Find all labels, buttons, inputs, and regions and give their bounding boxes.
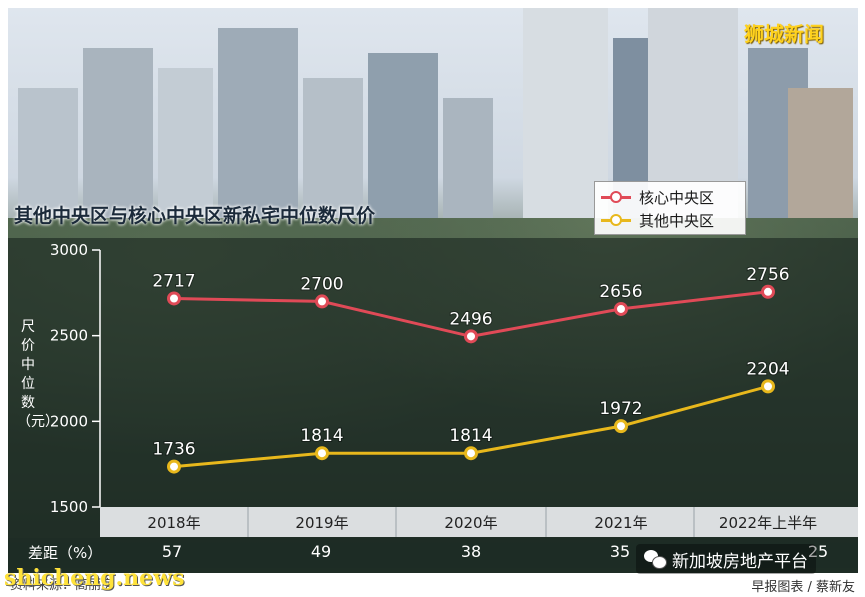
data-point <box>614 301 628 316</box>
wechat-icon <box>644 550 667 569</box>
difference-value: 35 <box>609 542 631 561</box>
building-shape <box>158 68 213 238</box>
difference-value: 38 <box>460 542 482 561</box>
wechat-account-name: 新加坡房地产平台 <box>672 551 808 572</box>
legend-label-other: 其他中央区 <box>639 211 715 230</box>
credit-note: 早报图表 / 蔡新友 <box>751 580 855 595</box>
building-shape <box>218 28 298 238</box>
x-tick-label: 2018年 <box>147 514 200 532</box>
source-note: 资料来源：高丽房 <box>10 578 115 593</box>
building-shape <box>18 88 78 238</box>
difference-label: 差距（%） <box>28 544 103 562</box>
building-shape <box>303 78 363 238</box>
difference-value: 57 <box>161 542 183 561</box>
data-label: 2496 <box>449 309 492 329</box>
data-point <box>315 446 329 461</box>
legend-swatch-core <box>601 190 631 204</box>
data-label: 2756 <box>746 265 789 285</box>
building-shape <box>443 98 493 238</box>
brand-logo: 狮城新闻 <box>744 22 824 46</box>
data-point <box>464 329 478 344</box>
difference-value: 49 <box>310 542 332 561</box>
data-point <box>167 459 181 474</box>
wechat-badge: 新加坡房地产平台 <box>636 544 816 574</box>
difference-value: 25 <box>807 542 829 561</box>
legend-label-core: 核心中央区 <box>639 188 715 207</box>
legend: 核心中央区 其他中央区 <box>594 181 746 235</box>
y-tick-label: 2000 <box>50 412 88 430</box>
data-label: 1814 <box>449 426 492 446</box>
watermark: shicheng.news <box>4 565 185 591</box>
chart-title: 其他中央区与核心中央区新私宅中位数尺价 <box>14 205 376 227</box>
building-shape <box>83 48 153 238</box>
data-point <box>614 419 628 434</box>
data-label: 2717 <box>152 271 195 291</box>
x-tick-label: 2020年 <box>444 514 497 532</box>
data-point <box>761 379 775 394</box>
x-tick-label: 2022年上半年 <box>719 514 817 532</box>
data-label: 2700 <box>300 274 343 294</box>
x-tick-label: 2021年 <box>594 514 647 532</box>
data-label: 1736 <box>152 440 195 460</box>
legend-item-core: 核心中央区 <box>601 187 714 207</box>
data-point <box>464 446 478 461</box>
data-label: 2204 <box>746 359 789 379</box>
data-point <box>167 291 181 306</box>
legend-swatch-other <box>601 213 631 227</box>
x-tick-label: 2019年 <box>295 514 348 532</box>
data-point <box>761 284 775 299</box>
x-axis-band <box>100 507 858 537</box>
building-shape <box>523 8 608 238</box>
data-point <box>315 294 329 309</box>
y-tick-label: 1500 <box>50 498 88 516</box>
legend-item-other: 其他中央区 <box>601 210 714 230</box>
difference-row: 差距（%） 57 49 38 35 25 <box>8 538 858 568</box>
y-tick-label: 2500 <box>50 327 88 345</box>
building-shape <box>788 88 853 238</box>
data-label: 1972 <box>599 399 642 419</box>
data-label: 1814 <box>300 426 343 446</box>
data-label: 2656 <box>599 282 642 302</box>
y-tick-label: 3000 <box>50 241 88 259</box>
building-shape <box>368 53 438 238</box>
